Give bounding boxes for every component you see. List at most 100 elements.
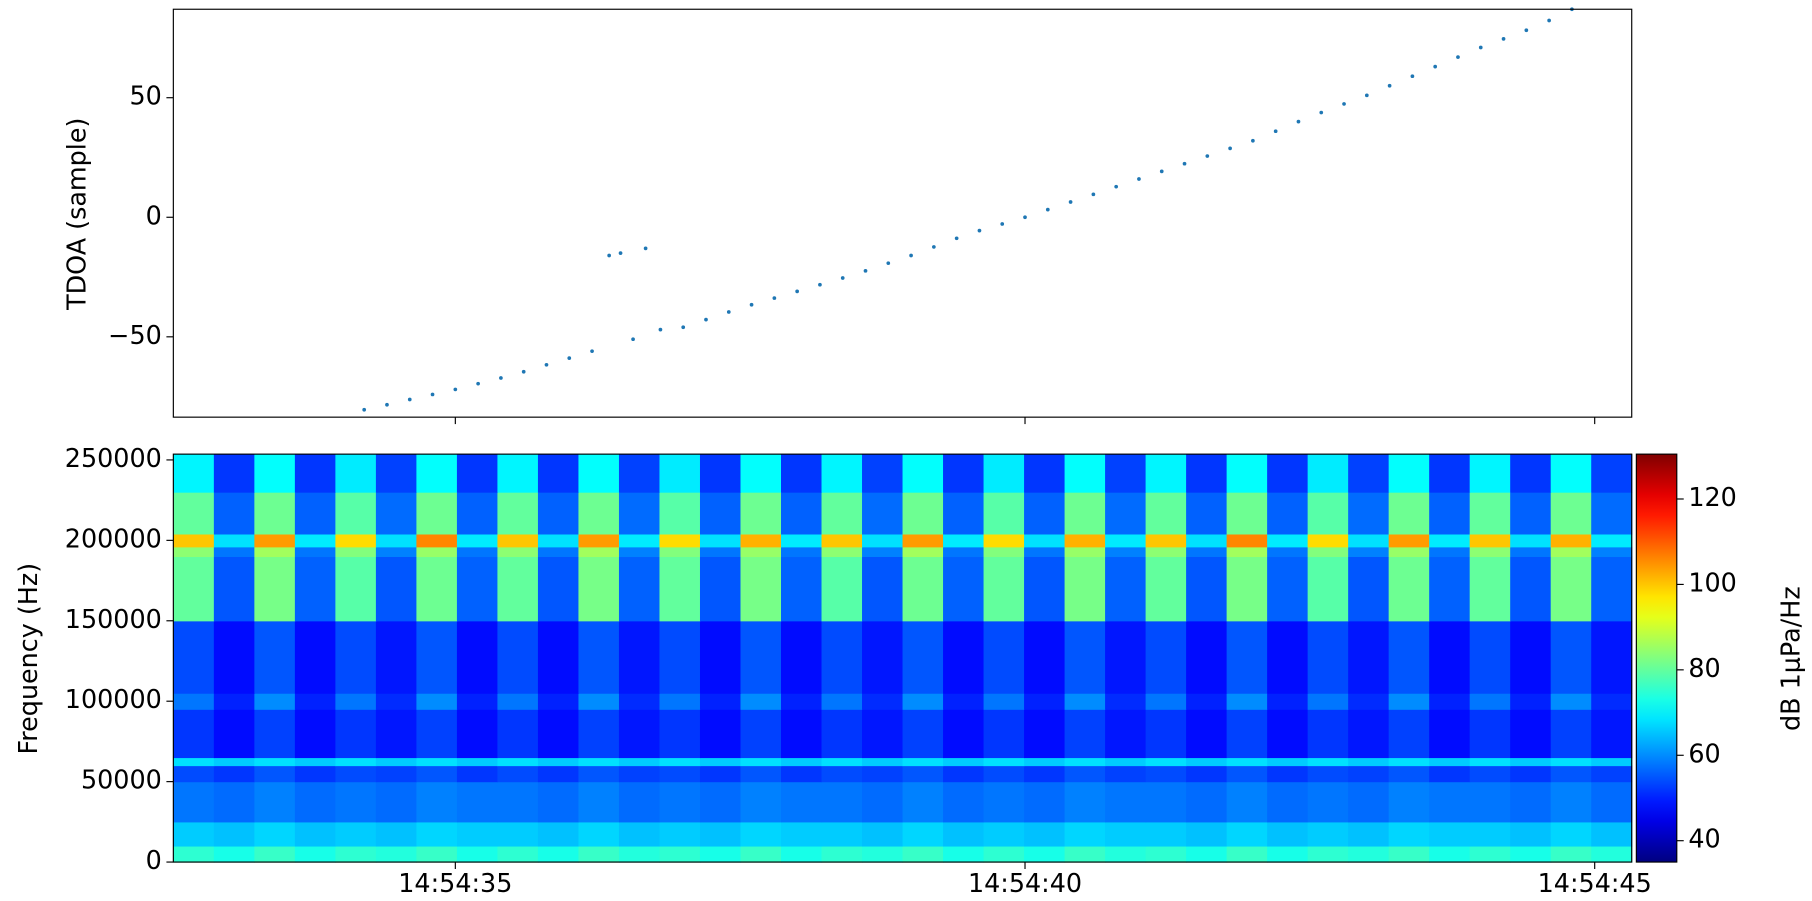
heatmap-cell (1429, 757, 1471, 767)
heatmap-cell (1510, 546, 1552, 558)
heatmap-cell (497, 492, 539, 535)
scatter-point (1433, 64, 1438, 69)
heatmap-cell (1307, 781, 1349, 823)
heatmap-cell (618, 533, 661, 548)
heatmap-cell (1550, 546, 1592, 558)
heatmap-cell (1226, 620, 1268, 694)
scatter-point (726, 310, 731, 314)
heatmap-cell (1145, 709, 1187, 759)
heatmap-cell (699, 454, 742, 493)
heatmap-cell (1267, 693, 1309, 710)
heatmap-cell (943, 845, 985, 863)
heatmap-cell (578, 765, 620, 783)
heatmap-cell (902, 781, 944, 823)
heatmap-cell (1267, 533, 1309, 548)
heatmap-cell (862, 845, 904, 863)
heatmap-cell (375, 454, 417, 493)
heatmap-cell (335, 620, 377, 694)
heatmap-cell (1469, 454, 1511, 493)
heatmap-cell (862, 821, 904, 847)
heatmap-cell (740, 533, 782, 548)
heatmap-cell (740, 845, 782, 863)
y-tick-label: 200000 (65, 523, 162, 553)
heatmap-cell (173, 546, 215, 558)
heatmap-cell (1591, 533, 1633, 548)
heatmap-cell (1186, 781, 1228, 823)
heatmap-cell (537, 781, 580, 823)
heatmap-cell (618, 845, 661, 863)
heatmap-cell (254, 845, 296, 863)
heatmap-cell (294, 492, 336, 535)
heatmap-cell (375, 757, 417, 767)
heatmap-cell (1469, 845, 1511, 863)
heatmap-cell (1591, 454, 1633, 493)
heatmap-cell (416, 757, 458, 767)
heatmap-cell (335, 765, 377, 783)
heatmap-cell (862, 620, 904, 694)
heatmap-cell (1267, 781, 1309, 823)
heatmap-cell (1469, 765, 1511, 783)
heatmap-cell (902, 546, 944, 558)
heatmap-cell (254, 781, 296, 823)
heatmap-cell (1024, 693, 1066, 710)
heatmap-cell (983, 492, 1025, 535)
heatmap-cell (1145, 765, 1187, 783)
heatmap-cell (578, 620, 620, 694)
heatmap-cell (1064, 709, 1106, 759)
heatmap-cell (254, 821, 296, 847)
heatmap-cell (821, 821, 863, 847)
heatmap-cell (335, 454, 377, 493)
heatmap-cell (213, 620, 255, 694)
heatmap-cell (1550, 765, 1592, 783)
heatmap-cell (821, 492, 863, 535)
heatmap-cell (416, 454, 458, 493)
scatter-point (453, 387, 458, 392)
heatmap-cell (213, 693, 255, 710)
heatmap-cell (659, 556, 701, 622)
heatmap-cell (943, 757, 985, 767)
heatmap-cell (173, 709, 215, 759)
heatmap-cell (699, 492, 742, 535)
heatmap-cell (821, 546, 863, 558)
heatmap-cell (456, 546, 499, 558)
scatter-point (643, 246, 648, 251)
scatter-point (1342, 102, 1346, 106)
heatmap-cell (1267, 546, 1309, 558)
heatmap-cell (578, 533, 620, 548)
heatmap-cell (1226, 765, 1268, 783)
heatmap-cell (1388, 845, 1430, 863)
heatmap-cell (1348, 546, 1390, 558)
heatmap-cell (1550, 492, 1592, 535)
heatmap-cell (943, 492, 985, 535)
heatmap-cell (1064, 533, 1106, 548)
heatmap-cell (1024, 845, 1066, 863)
heatmap-cell (375, 546, 417, 558)
heatmap-cell (1024, 821, 1066, 847)
heatmap-cell (1024, 781, 1066, 823)
heatmap-cell (943, 454, 985, 493)
heatmap-cell (1064, 546, 1106, 558)
heatmap-cell (862, 709, 904, 759)
heatmap-cell (943, 546, 985, 558)
scatter-point (1159, 169, 1164, 174)
heatmap-cell (456, 757, 499, 767)
scatter-point (544, 362, 549, 367)
heatmap-cell (213, 454, 255, 493)
heatmap-cell (1591, 781, 1633, 823)
heatmap-cell (335, 546, 377, 558)
heatmap-cell (902, 757, 944, 767)
colorbar-tick-label: 120 (1688, 482, 1737, 512)
heatmap-cell (375, 781, 417, 823)
heatmap-cell (618, 709, 661, 759)
heatmap-cell (781, 693, 823, 710)
heatmap-cell (1388, 620, 1430, 694)
heatmap-cell (1388, 757, 1430, 767)
heatmap-cell (1510, 454, 1552, 493)
heatmap-cell (740, 781, 782, 823)
scatter-point (1091, 192, 1096, 197)
heatmap-cell (740, 620, 782, 694)
heatmap-cell (862, 781, 904, 823)
heatmap-cell (1226, 845, 1268, 863)
heatmap-cell (1388, 454, 1430, 493)
heatmap-cell (294, 757, 336, 767)
